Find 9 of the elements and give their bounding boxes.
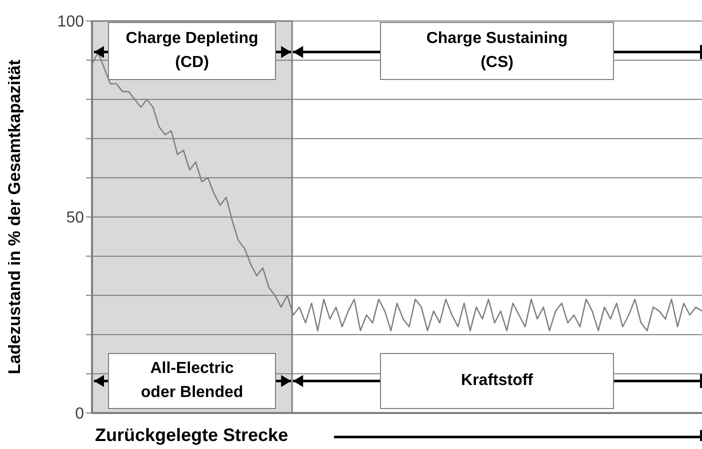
text-box: Charge Sustaining (CS) — [380, 22, 614, 80]
y-axis-title: Ladezustand in % der Gesamtkapazität — [5, 59, 24, 374]
y-tick-label: 100 — [57, 14, 84, 31]
y-tick-label: 0 — [75, 406, 84, 423]
text-box: All-Electric oder Blended — [108, 353, 276, 409]
y-tick-label: 50 — [66, 210, 84, 227]
x-axis-title: Zurückgelegte Strecke — [95, 425, 288, 446]
text-box: Charge Depleting (CD) — [108, 22, 276, 80]
text-box: Kraftstoff — [380, 353, 614, 409]
